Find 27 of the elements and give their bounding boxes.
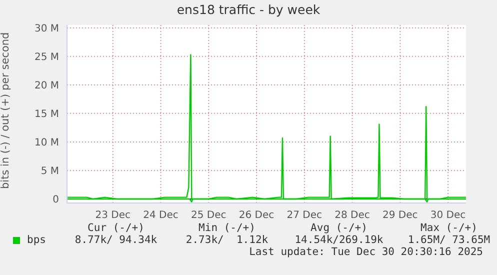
text: 1.65M/ 73.65M (406, 234, 492, 246)
y-tick-label: 10 M (34, 138, 59, 149)
text: 8.77k/ 94.34k (74, 234, 158, 246)
text: Avg (-/+) (310, 222, 368, 234)
y-tick-label: 30 M (34, 23, 59, 34)
x-tick-label: 29 Dec (382, 210, 418, 222)
y-tick-label: 0 (52, 194, 59, 206)
x-tick-label: 30 Dec (430, 210, 466, 222)
y-tick-label: 25 M (34, 52, 59, 63)
text: 2.73k/ 1.12k (184, 234, 270, 246)
x-tick-label: 24 Dec (143, 210, 178, 222)
legend-label: bps (27, 234, 46, 246)
chart-title: ens18 traffic - by week (176, 2, 322, 17)
text: Cur (-/+) (86, 222, 146, 234)
y-tick-label: 15 M (34, 108, 59, 120)
x-tick-label: 26 Dec (238, 210, 274, 222)
y-tick-label: 20 M (34, 80, 59, 92)
x-tick-label: 25 Dec (191, 210, 226, 222)
x-tick-label: 23 Dec (95, 210, 131, 222)
text: Last update: Tue Dec 30 20:30:16 2025 (249, 246, 483, 258)
text: Max (-/+) (420, 222, 478, 234)
text: Min (-/+) (198, 222, 256, 234)
y-tick-label: 5 M (40, 166, 59, 178)
x-tick-label: 27 Dec (286, 210, 322, 222)
x-tick-label: 28 Dec (334, 210, 370, 222)
y-axis-title: bits in (-) / out (+) per second (0, 32, 12, 189)
text: 14.54k/269.19k (294, 234, 384, 246)
